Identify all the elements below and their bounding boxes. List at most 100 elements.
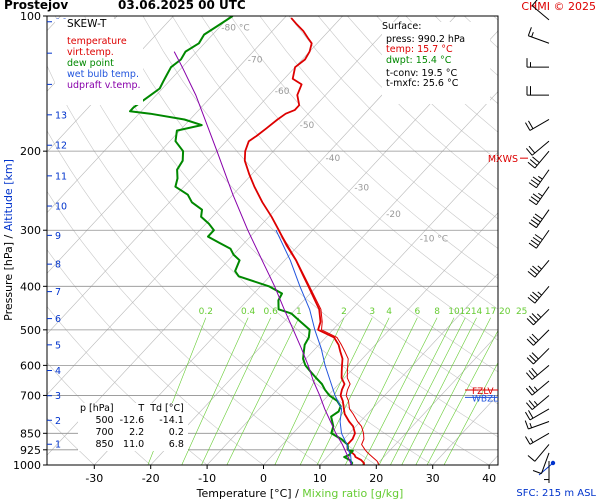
- axis-ticks: [43, 15, 490, 469]
- temperature-tick-label: 20: [369, 472, 383, 485]
- wind-barb: [532, 452, 550, 475]
- x-axis-title: Temperature [°C] / Mixing ratio [g/kg]: [196, 487, 404, 500]
- wind-barb-feather: [529, 159, 538, 166]
- wind-barb-feather: [528, 242, 537, 249]
- wind-barb-half-feather: [531, 32, 534, 38]
- wind-barb: [528, 186, 550, 206]
- mixing-ratio-label: 0.2: [199, 307, 213, 317]
- table-cell: 700: [95, 427, 114, 438]
- wind-barb-feather: [526, 318, 534, 326]
- altitude-tick-label: 7: [55, 287, 61, 298]
- pressure-tick-label: 100: [20, 10, 41, 23]
- wind-barb-feather: [532, 265, 540, 273]
- table-header: T: [138, 403, 145, 414]
- wind-barb-staff: [529, 119, 550, 131]
- wind-barb-feather: [534, 234, 543, 241]
- wind-barb-feather: [526, 357, 534, 365]
- wind-barb: [525, 380, 550, 396]
- table-header: p [hPa]: [80, 403, 114, 414]
- wind-barb-feather: [530, 179, 539, 186]
- wind-barb: [525, 140, 550, 156]
- station-title: Prostejov: [4, 0, 69, 12]
- dry-adiabat: [230, 16, 498, 279]
- wind-barb-staff: [534, 444, 550, 462]
- wind-barb-feather: [530, 196, 539, 203]
- wind-barb-feather: [532, 236, 541, 243]
- surface-info: Surface: press: 990.2 hPa temp: 15.7 °C …: [382, 21, 490, 104]
- pressure-tick-label: 1000: [13, 459, 41, 472]
- wind-barb-feather: [532, 193, 541, 200]
- wind-barb: [525, 395, 550, 410]
- wind-barb-feather: [525, 387, 533, 396]
- wind-barb: [526, 86, 549, 96]
- mixing-ratio-line: [201, 317, 271, 465]
- wind-barb: [526, 58, 549, 68]
- mixing-ratio-line: [378, 317, 455, 465]
- wind-barb-feather: [524, 420, 529, 430]
- legend-item-virtual-temp: virt.temp.: [67, 47, 114, 58]
- wind-barb: [524, 420, 550, 430]
- mixing-ratio-label: 20: [499, 307, 511, 317]
- surface-dewpoint: dwpt: 15.4 °C: [386, 55, 452, 66]
- mixing-ratio-label: 0.6: [264, 307, 279, 317]
- legend-title: SKEW-T: [67, 18, 107, 30]
- wind-barb-feather: [526, 338, 534, 346]
- wind-barb-staff: [541, 452, 550, 474]
- table-cell: 0.2: [168, 427, 184, 438]
- wind-barb: [526, 308, 550, 326]
- wind-barb-feather: [531, 333, 539, 341]
- wind-barb-feather: [532, 156, 540, 164]
- wind-barb-feather: [529, 336, 537, 344]
- surface-pressure: press: 990.2 hPa: [386, 34, 466, 45]
- altitude-tick-label: 3: [55, 391, 61, 402]
- wind-barb-half-feather: [538, 175, 543, 180]
- isotherm-label: -20: [386, 210, 401, 220]
- wind-barb-staff: [531, 140, 550, 156]
- wind-barb-feather: [528, 145, 536, 154]
- wind-barb: [528, 209, 550, 229]
- pressure-tick-label: 700: [20, 389, 41, 402]
- temperature-tick-label: 30: [426, 472, 440, 485]
- wind-barb: [527, 259, 550, 278]
- wind-barb: [526, 329, 550, 346]
- isotherm-line: [47, 16, 287, 274]
- wind-barb-feather: [531, 0, 538, 7]
- wind-barb-feather: [527, 161, 536, 169]
- wind-barb-half-feather: [537, 265, 542, 270]
- wind-barb: [527, 27, 550, 44]
- legend-item-temperature: temperature: [67, 36, 127, 47]
- table-cell: 6.8: [168, 439, 184, 450]
- altitude-tick-label: 5: [55, 340, 61, 351]
- altitude-tick-label: 9: [55, 231, 61, 242]
- isotherm-line: [488, 454, 498, 465]
- wind-barb-feather: [532, 176, 541, 183]
- wind-barb-feather: [525, 411, 531, 421]
- profile-dew-point: [129, 16, 354, 465]
- wind-barb-feather: [527, 27, 532, 36]
- isotherm-label: -60: [275, 87, 290, 97]
- table-cell: 500: [95, 415, 114, 426]
- legend-item-updraft: udpraft v.temp.: [67, 80, 141, 91]
- wind-barb-feather: [532, 291, 540, 299]
- surface-temp: temp: 15.7 °C: [386, 44, 453, 55]
- wind-barb-staff: [535, 209, 550, 228]
- y-axis-title: Pressure [hPa] / Altitude [km]: [2, 159, 15, 321]
- temperature-tick-label: -10: [198, 472, 216, 485]
- wind-barb-feather: [530, 219, 539, 226]
- dry-adiabat: [523, 16, 600, 465]
- table-row: 500 -12.6 -14.1: [78, 415, 188, 427]
- mixing-ratio-line: [316, 317, 390, 465]
- credit-label: CHMI © 2025: [521, 0, 596, 13]
- mixing-ratio-line: [426, 329, 498, 465]
- mixing-ratio-label: 6: [414, 307, 420, 317]
- wind-barb-staff: [535, 229, 550, 249]
- wind-barb-feather: [529, 268, 538, 275]
- table-header: Td [°C]: [150, 403, 184, 414]
- wind-barb-staff: [531, 380, 550, 396]
- temperature-tick-label: 0: [260, 472, 267, 485]
- isotherm-label: -30: [354, 184, 369, 194]
- legend: SKEW-T temperature virt.temp. dew point …: [55, 19, 143, 105]
- altitude-tick-label: 4: [55, 366, 61, 377]
- temperature-tick-label: -20: [142, 472, 160, 485]
